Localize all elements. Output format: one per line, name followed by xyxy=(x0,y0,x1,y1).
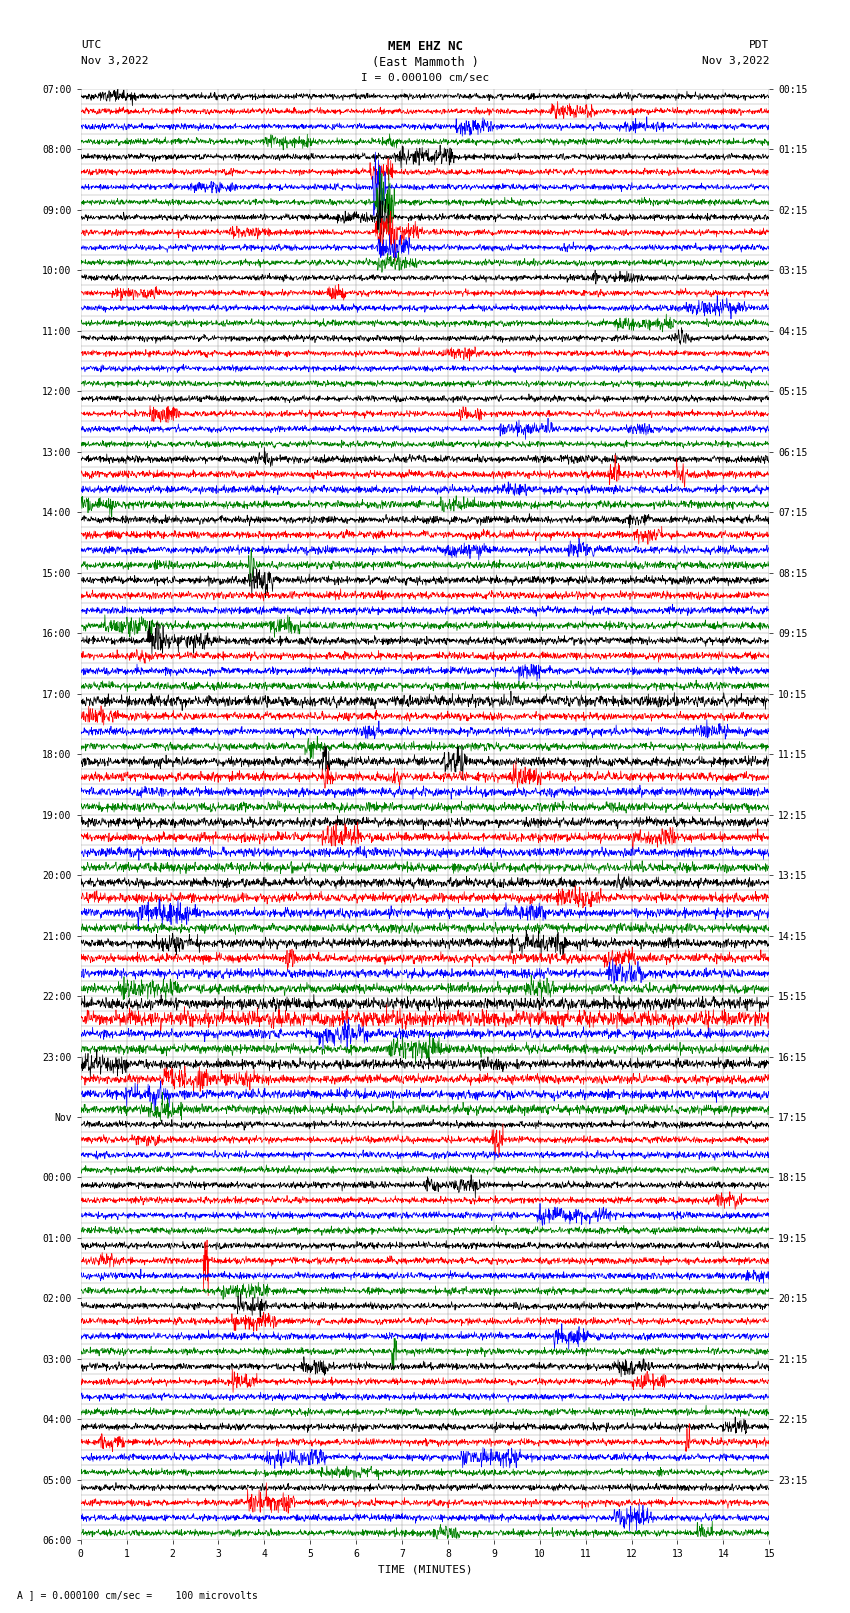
Text: (East Mammoth ): (East Mammoth ) xyxy=(371,56,479,69)
Text: MEM EHZ NC: MEM EHZ NC xyxy=(388,40,462,53)
Text: UTC: UTC xyxy=(81,40,101,50)
Text: I = 0.000100 cm/sec: I = 0.000100 cm/sec xyxy=(361,73,489,82)
Text: Nov 3,2022: Nov 3,2022 xyxy=(702,56,769,66)
X-axis label: TIME (MINUTES): TIME (MINUTES) xyxy=(377,1565,473,1574)
Text: PDT: PDT xyxy=(749,40,769,50)
Text: A ] = 0.000100 cm/sec =    100 microvolts: A ] = 0.000100 cm/sec = 100 microvolts xyxy=(17,1590,258,1600)
Text: Nov 3,2022: Nov 3,2022 xyxy=(81,56,148,66)
